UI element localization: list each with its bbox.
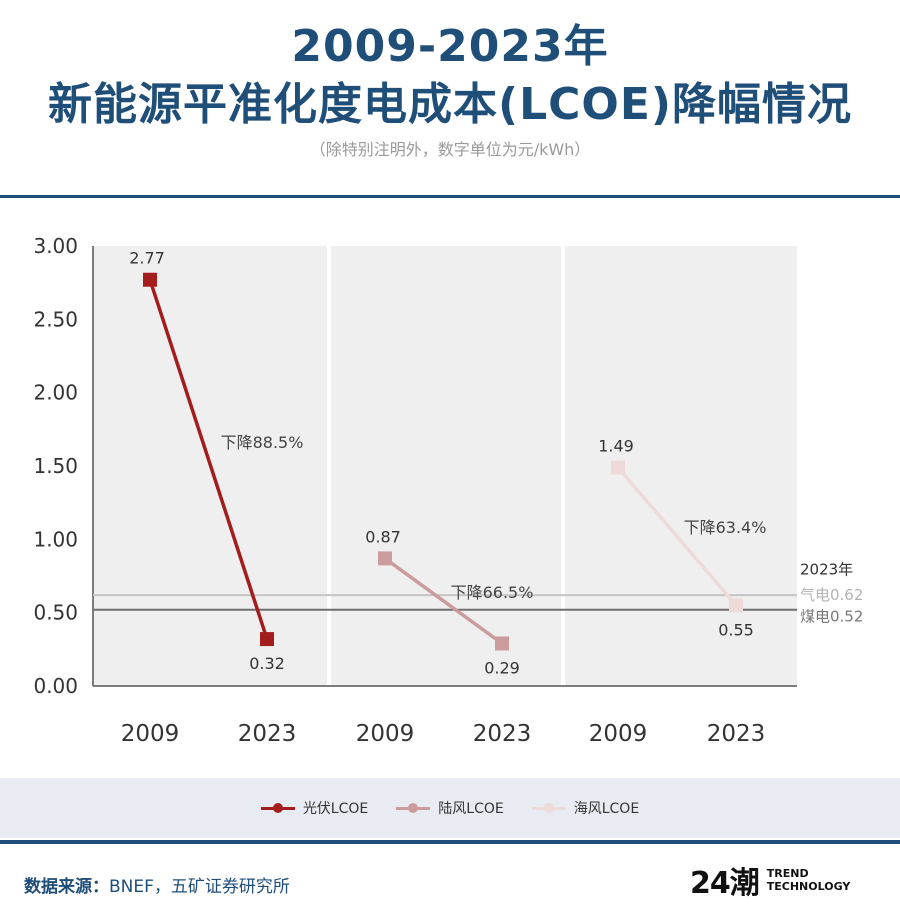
y-tick-label: 2.50	[33, 307, 78, 331]
reference-label: 气电0.62	[800, 586, 863, 604]
y-tick-label: 2.00	[33, 381, 78, 405]
data-point-3-2023	[729, 598, 743, 613]
logo-text: TREND TECHNOLOGY	[767, 867, 851, 893]
data-point-1-2023	[260, 632, 274, 647]
decline-annotation: 下降63.4%	[684, 518, 767, 537]
x-tick-label: 2009	[121, 721, 180, 747]
legend-swatch	[531, 803, 566, 813]
x-tick-label: 2023	[473, 721, 532, 747]
title-block: 2009-2023年 新能源平准化度电成本(LCOE)降幅情况 （除特别注明外，…	[0, 18, 900, 160]
data-label: 0.32	[249, 654, 285, 673]
x-tick-label: 2009	[589, 721, 648, 747]
legend-item: 陆风LCOE	[396, 798, 504, 818]
unit-subtitle: （除特别注明外，数字单位为元/kWh）	[309, 140, 591, 159]
series-line-2	[383, 556, 504, 645]
y-tick-label: 1.50	[33, 454, 78, 478]
series-line-3	[616, 466, 738, 607]
legend: 光伏LCOE 陆风LCOE 海风LCOE	[0, 778, 900, 838]
lcoe-chart: 3.00 2.50 2.00 1.50 1.00 0.50 0.00 2.77 0.32 下降88…	[33, 234, 863, 747]
legend-label: 光伏LCOE	[302, 801, 369, 817]
data-point-2-2023	[495, 636, 509, 651]
logo-mark: 24潮	[690, 866, 760, 901]
legend-swatch-dot	[272, 803, 283, 813]
legend-swatch	[260, 803, 295, 813]
legend-swatch-dot	[543, 803, 554, 813]
series-line-1	[148, 279, 269, 640]
data-point-1-2009	[143, 272, 157, 287]
data-source: 数据来源：BNEF，五矿证券研究所	[24, 872, 290, 897]
y-tick-label: 0.50	[33, 601, 78, 625]
logo-line1: TREND	[766, 867, 809, 880]
reference-title: 2023年	[800, 561, 853, 579]
legend-label: 陆风LCOE	[438, 801, 504, 817]
logo-line2: TECHNOLOGY	[766, 880, 851, 893]
y-tick-label: 1.00	[33, 527, 78, 551]
legend-bar: 光伏LCOE 陆风LCOE 海风LCOE	[0, 778, 900, 838]
legend-label: 海风LCOE	[573, 801, 640, 817]
data-label: 1.49	[598, 436, 634, 455]
x-tick-label: 2009	[356, 721, 415, 747]
reference-label: 煤电0.52	[800, 608, 863, 626]
data-point-2-2009	[378, 551, 392, 566]
y-tick-label: 3.00	[33, 234, 78, 258]
page-title-line1: 2009-2023年	[291, 21, 609, 72]
legend-item: 光伏LCOE	[260, 798, 369, 818]
data-label: 0.87	[365, 527, 401, 546]
panel-background-2	[331, 246, 561, 686]
source-label: 数据来源：	[24, 877, 109, 897]
decline-annotation: 下降88.5%	[221, 433, 304, 452]
data-label: 0.55	[718, 620, 754, 639]
legend-item: 海风LCOE	[531, 798, 640, 818]
data-label: 2.77	[129, 249, 165, 268]
y-tick-label: 0.00	[33, 674, 78, 698]
decline-annotation: 下降66.5%	[451, 583, 534, 602]
legend-swatch	[396, 803, 431, 813]
bottom-divider	[0, 840, 900, 844]
x-tick-label: 2023	[238, 721, 297, 747]
brand-logo: 24潮 TREND TECHNOLOGY	[690, 858, 850, 902]
page-title-line2: 新能源平准化度电成本(LCOE)降幅情况	[47, 79, 852, 130]
source-text: BNEF，五矿证券研究所	[109, 877, 290, 897]
top-divider	[0, 195, 900, 198]
legend-swatch-dot	[408, 803, 419, 813]
panel-background-3	[565, 246, 797, 686]
data-label: 0.29	[484, 658, 520, 677]
data-point-3-2009	[611, 460, 625, 475]
x-tick-label: 2023	[707, 721, 766, 747]
